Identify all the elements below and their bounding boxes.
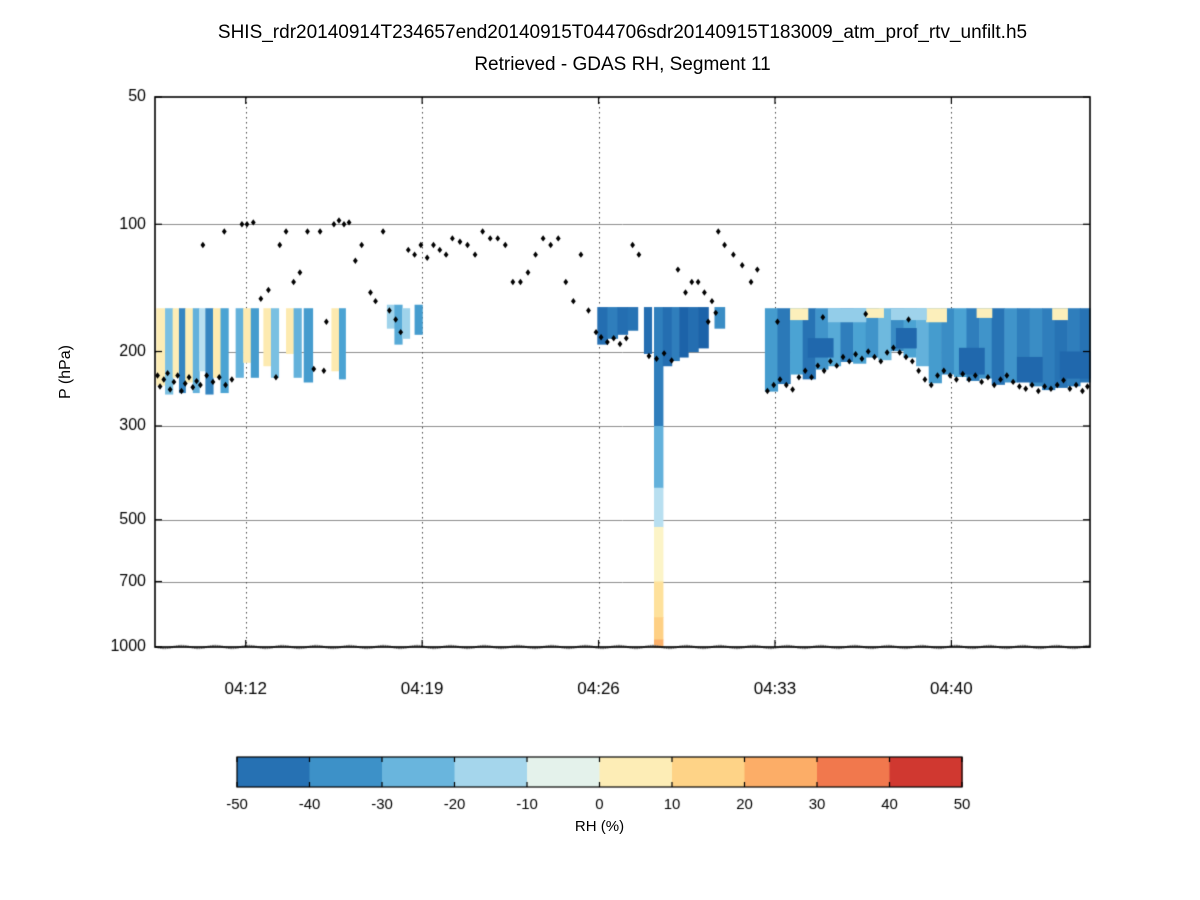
colorbar-label: RH (%)	[574, 818, 625, 835]
chart-title: SHIS_rdr20140914T234657end20140915T04470…	[217, 22, 1028, 43]
y-axis-label: P (hPa)	[57, 345, 74, 399]
chart-subtitle: Retrieved - GDAS RH, Segment 11	[474, 54, 771, 75]
